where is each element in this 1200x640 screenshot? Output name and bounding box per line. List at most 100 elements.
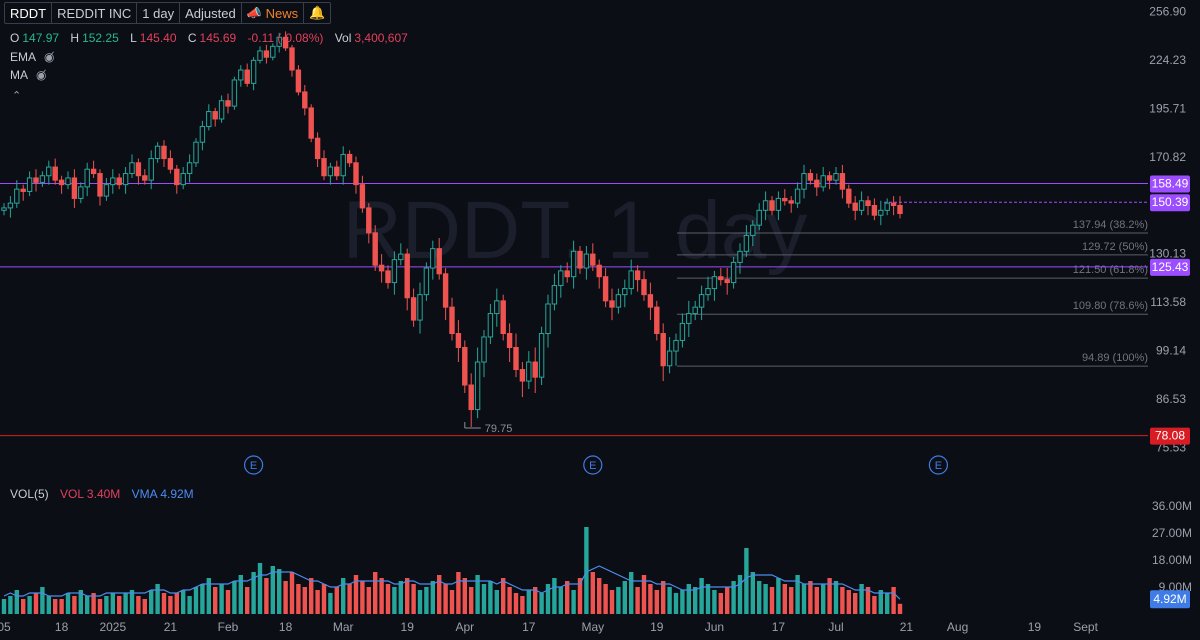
volume-bar	[245, 587, 250, 614]
chevron-up-icon[interactable]: ⌃	[12, 90, 22, 102]
time-tick-label: 17	[772, 620, 786, 634]
candle-body	[833, 173, 839, 181]
interval-button[interactable]: 1 day	[137, 3, 181, 23]
news-button[interactable]: 📣 News	[242, 3, 305, 23]
time-tick-label: Aug	[947, 620, 968, 634]
high-label: H	[70, 31, 80, 45]
volume-bar	[827, 578, 832, 614]
candle-body	[398, 253, 404, 261]
price-tick-label: 113.58	[1150, 295, 1186, 309]
candle-body	[698, 294, 705, 308]
volume-bar	[424, 587, 429, 614]
volume-bar	[750, 572, 755, 614]
eye-hidden-icon[interactable]: ◉̸	[36, 68, 47, 82]
volume-bar	[603, 584, 608, 614]
candle-body	[468, 384, 474, 411]
candle-body	[878, 209, 884, 216]
volume-bar	[846, 590, 851, 614]
candle-body	[161, 145, 167, 160]
candle-body	[442, 273, 449, 308]
price-level-label: 125.43	[1152, 260, 1189, 274]
alert-button[interactable]: 🔔	[304, 3, 330, 23]
volume-bar	[462, 578, 467, 614]
price-axis[interactable]: 256.90224.23195.71170.82149.09130.13113.…	[1149, 5, 1192, 594]
candle-body	[737, 250, 743, 263]
volume-bar	[187, 596, 192, 614]
candle-body	[167, 158, 174, 170]
volume-bar	[46, 596, 51, 614]
adjustment-button[interactable]: Adjusted	[180, 3, 242, 23]
candle-body	[730, 261, 737, 284]
earnings-marker	[244, 455, 264, 475]
company-name[interactable]: REDDIT INC	[52, 3, 138, 23]
volume-bar	[513, 593, 519, 614]
candle-body	[481, 336, 487, 363]
volume-bar	[53, 599, 58, 614]
earnings-marker-label: E	[589, 460, 596, 472]
volume-bar	[59, 599, 64, 614]
indicator-ma[interactable]: MA ◉̸	[10, 68, 46, 82]
symbol-toolbar: RDDT REDDIT INC 1 day Adjusted 📣 News 🔔	[4, 2, 332, 24]
candle-body	[436, 248, 442, 275]
volume-bar	[488, 581, 493, 614]
indicator-ema[interactable]: EMA ◉̸	[10, 50, 55, 64]
volume-bar	[142, 599, 147, 614]
candle-body	[660, 333, 666, 367]
fib-level-label: 94.89 (100%)	[1082, 352, 1148, 364]
candle-body	[346, 153, 353, 164]
price-tick-label: 130.13	[1149, 247, 1186, 261]
candle-body	[826, 175, 833, 181]
time-tick-label: May	[581, 620, 604, 634]
candle-body	[666, 350, 673, 367]
candle-body	[270, 45, 276, 58]
volume-bar	[699, 578, 704, 614]
candle-body	[590, 253, 596, 266]
volume-bar	[718, 593, 723, 614]
candle-body	[724, 279, 730, 284]
candle-body	[430, 248, 436, 269]
volume-bar	[629, 572, 634, 614]
news-label: News	[265, 5, 299, 21]
volume-bar	[616, 587, 621, 614]
volume-bar	[507, 587, 512, 614]
volume-bar	[353, 575, 359, 614]
volume-bar	[149, 590, 154, 614]
volume-bar	[200, 584, 205, 614]
volume-bar	[731, 581, 736, 614]
volume-bar	[635, 587, 640, 614]
eye-hidden-icon[interactable]: ◉̸	[44, 50, 55, 64]
volume-bar	[648, 584, 653, 614]
volume-bar	[104, 596, 109, 614]
volume-bar	[430, 581, 435, 614]
candle-body	[84, 168, 90, 188]
price-tick-label: 99.14	[1156, 344, 1186, 358]
candle-body	[154, 145, 161, 160]
candle-body	[366, 207, 372, 234]
volume-bar	[411, 584, 416, 614]
candle-body	[538, 333, 545, 378]
volume-bar	[693, 587, 698, 614]
volume-bar	[763, 584, 768, 614]
volume-bar	[469, 587, 474, 614]
time-axis[interactable]: 05 18 2025 21 Feb 18 Mar 19 Apr 17 May 19 Jun 17 Jul 21…	[0, 620, 1099, 634]
volume-bar	[85, 596, 90, 614]
volume-bar	[533, 587, 538, 614]
candle-body	[359, 184, 366, 209]
candlestick-series	[1, 31, 903, 427]
candle-body	[897, 205, 903, 215]
time-tick-label: 2025	[99, 620, 126, 634]
volume-bar	[321, 584, 327, 614]
symbol-button[interactable]: RDDT	[5, 3, 53, 23]
price-tick-label: 256.90	[1149, 5, 1186, 19]
volume-bar	[379, 578, 384, 614]
volume-bar	[897, 603, 903, 614]
candle-body	[20, 188, 26, 192]
volume-series	[1, 527, 903, 614]
low-label: L	[130, 31, 137, 45]
candle-body	[46, 166, 52, 177]
volume-bar	[117, 596, 122, 614]
candle-body	[647, 294, 654, 308]
candle-body	[794, 188, 801, 204]
